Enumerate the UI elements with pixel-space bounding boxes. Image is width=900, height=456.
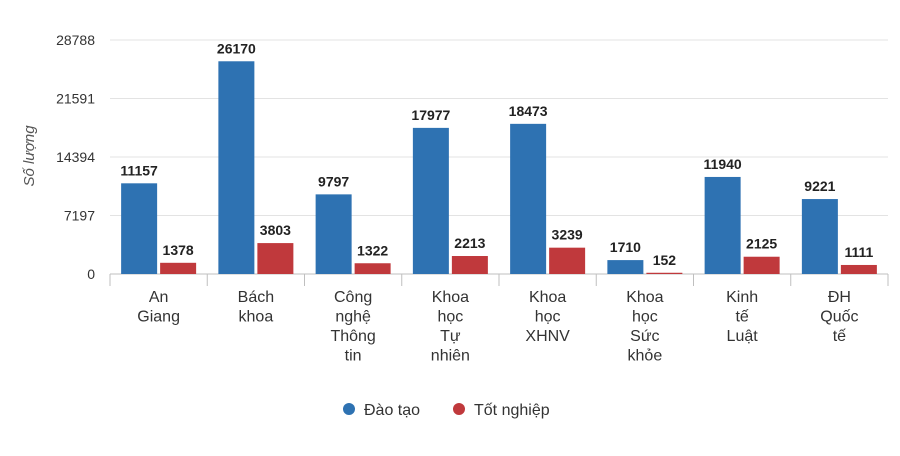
bar-tot-nghiep[interactable] bbox=[257, 243, 294, 274]
bars bbox=[121, 61, 877, 275]
category-label-line: học bbox=[535, 309, 561, 326]
data-label: 11157 bbox=[120, 162, 158, 178]
category-label-line: Luật bbox=[727, 328, 759, 345]
y-tick-label: 28788 bbox=[56, 32, 95, 48]
y-tick-label: 7197 bbox=[64, 208, 95, 224]
category-label-line: tế bbox=[833, 328, 846, 345]
data-label: 1710 bbox=[610, 239, 641, 255]
x-axis bbox=[109, 273, 889, 286]
y-axis-ticks: 0 7197 14394 21591 28788 bbox=[56, 32, 95, 282]
category-labels: An Giang Bách khoa Công nghệ Thông tin Khoa học Tự… bbox=[137, 289, 858, 365]
data-label: 152 bbox=[653, 252, 677, 268]
legend-item-tot-nghiep[interactable]: Tốt nghiệp bbox=[453, 402, 550, 419]
category-label-line: Kinh bbox=[726, 289, 758, 306]
category-label-line: Bách bbox=[238, 289, 274, 306]
data-label: 1111 bbox=[844, 244, 873, 260]
category-label-line: nhiên bbox=[431, 348, 470, 365]
category-label: Khoa học Tự nhiên bbox=[431, 289, 470, 365]
category-label-line: Tự bbox=[440, 328, 461, 345]
category-label-line: khỏe bbox=[628, 348, 663, 365]
bar-dao-tao[interactable] bbox=[218, 61, 255, 274]
bar-tot-nghiep[interactable] bbox=[160, 262, 197, 274]
data-label: 1378 bbox=[163, 242, 194, 258]
data-label: 1322 bbox=[357, 242, 388, 258]
category-label-line: Giang bbox=[137, 309, 180, 326]
legend-marker-icon bbox=[453, 403, 465, 415]
bar-tot-nghiep[interactable] bbox=[549, 247, 586, 274]
category-label-line: khoa bbox=[239, 309, 274, 326]
y-axis-title: Số lượng bbox=[21, 125, 38, 187]
legend-item-dao-tao[interactable]: Đào tạo bbox=[343, 402, 420, 419]
data-label: 17977 bbox=[411, 107, 450, 123]
data-label: 26170 bbox=[217, 40, 256, 56]
data-label: 3803 bbox=[260, 222, 291, 238]
y-tick-label: 21591 bbox=[56, 91, 95, 107]
category-label-line: học bbox=[632, 309, 658, 326]
data-label: 3239 bbox=[552, 227, 583, 243]
bar-tot-nghiep[interactable] bbox=[646, 272, 683, 274]
data-label: 18473 bbox=[509, 103, 548, 119]
category-label: Kinh tế Luật bbox=[726, 289, 758, 345]
data-label: 9797 bbox=[318, 173, 349, 189]
category-label: Bách khoa bbox=[238, 289, 274, 326]
category-label-line: XHNV bbox=[525, 328, 570, 345]
category-label-line: nghệ bbox=[335, 309, 371, 326]
category-label-line: Khoa bbox=[529, 289, 566, 306]
category-label-line: Quốc bbox=[820, 309, 858, 326]
bar-dao-tao[interactable] bbox=[801, 199, 838, 274]
category-label-line: Khoa bbox=[626, 289, 663, 306]
category-label-line: học bbox=[437, 309, 463, 326]
category-label-line: tin bbox=[345, 348, 362, 365]
category-label: An Giang bbox=[137, 289, 180, 326]
bar-tot-nghiep[interactable] bbox=[354, 263, 391, 274]
category-label: Khoa học XHNV bbox=[525, 289, 570, 345]
category-label: ĐH Quốc tế bbox=[820, 289, 858, 345]
data-labels: 11157 1378 26170 3803 9797 1322 17977 2213 18473… bbox=[120, 40, 873, 267]
category-label-line: ĐH bbox=[828, 289, 851, 306]
legend-label: Tốt nghiệp bbox=[474, 402, 550, 419]
legend-label: Đào tạo bbox=[364, 402, 420, 419]
bar-tot-nghiep[interactable] bbox=[451, 256, 488, 274]
bar-dao-tao[interactable] bbox=[704, 176, 741, 274]
category-label: Khoa học Sức khỏe bbox=[626, 289, 663, 365]
y-tick-label: 14394 bbox=[56, 149, 95, 165]
category-label-line: An bbox=[149, 289, 169, 306]
legend-marker-icon bbox=[343, 403, 355, 415]
bar-dao-tao[interactable] bbox=[412, 127, 449, 274]
data-label: 2125 bbox=[746, 236, 777, 252]
category-label-line: tế bbox=[735, 309, 748, 326]
bar-tot-nghiep[interactable] bbox=[743, 256, 780, 274]
legend[interactable]: Đào tạo Tốt nghiệp bbox=[343, 402, 550, 419]
category-label-line: Công bbox=[334, 289, 372, 306]
category-label-line: Thông bbox=[330, 328, 375, 345]
data-label: 11940 bbox=[704, 156, 742, 172]
category-label: Công nghệ Thông tin bbox=[330, 289, 375, 365]
category-label-line: Khoa bbox=[432, 289, 469, 306]
data-label: 2213 bbox=[454, 235, 485, 251]
bar-dao-tao[interactable] bbox=[121, 183, 158, 274]
data-label: 9221 bbox=[804, 178, 835, 194]
bar-dao-tao[interactable] bbox=[315, 194, 352, 274]
category-label-line: Sức bbox=[630, 328, 659, 345]
bar-dao-tao[interactable] bbox=[607, 260, 644, 274]
y-tick-label: 0 bbox=[87, 266, 95, 282]
bar-dao-tao[interactable] bbox=[510, 123, 547, 275]
bar-tot-nghiep[interactable] bbox=[840, 264, 877, 274]
